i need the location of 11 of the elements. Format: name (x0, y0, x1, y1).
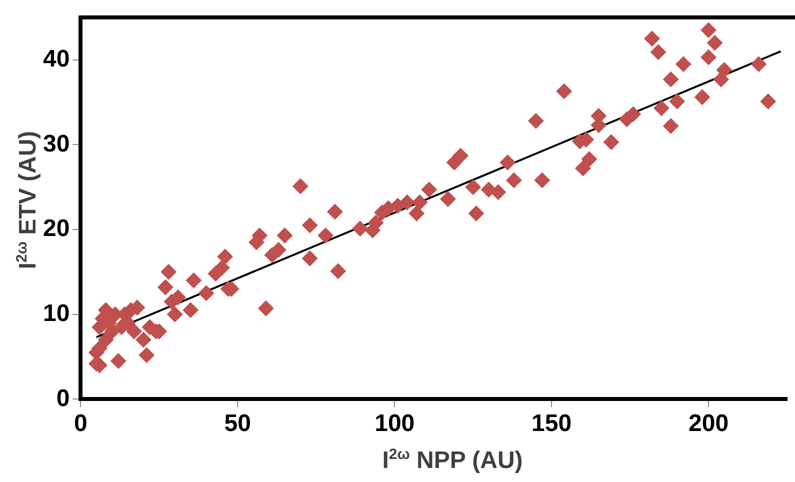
y-tick-label: 30 (42, 130, 70, 158)
x-axis-title: I$^{2ω}$ NPP (AU) (381, 446, 524, 475)
x-tick-label: 150 (532, 410, 572, 438)
y-tick-label: 40 (42, 45, 70, 72)
x-tick-label: 100 (374, 410, 415, 438)
y-tick-label: 0 (56, 384, 70, 412)
y-tick-label: 10 (42, 300, 70, 327)
x-tick-label: 200 (688, 410, 729, 438)
y-tick-label: 20 (42, 215, 70, 242)
x-tick-label: 50 (224, 410, 252, 438)
x-tick-label: 0 (74, 410, 88, 438)
